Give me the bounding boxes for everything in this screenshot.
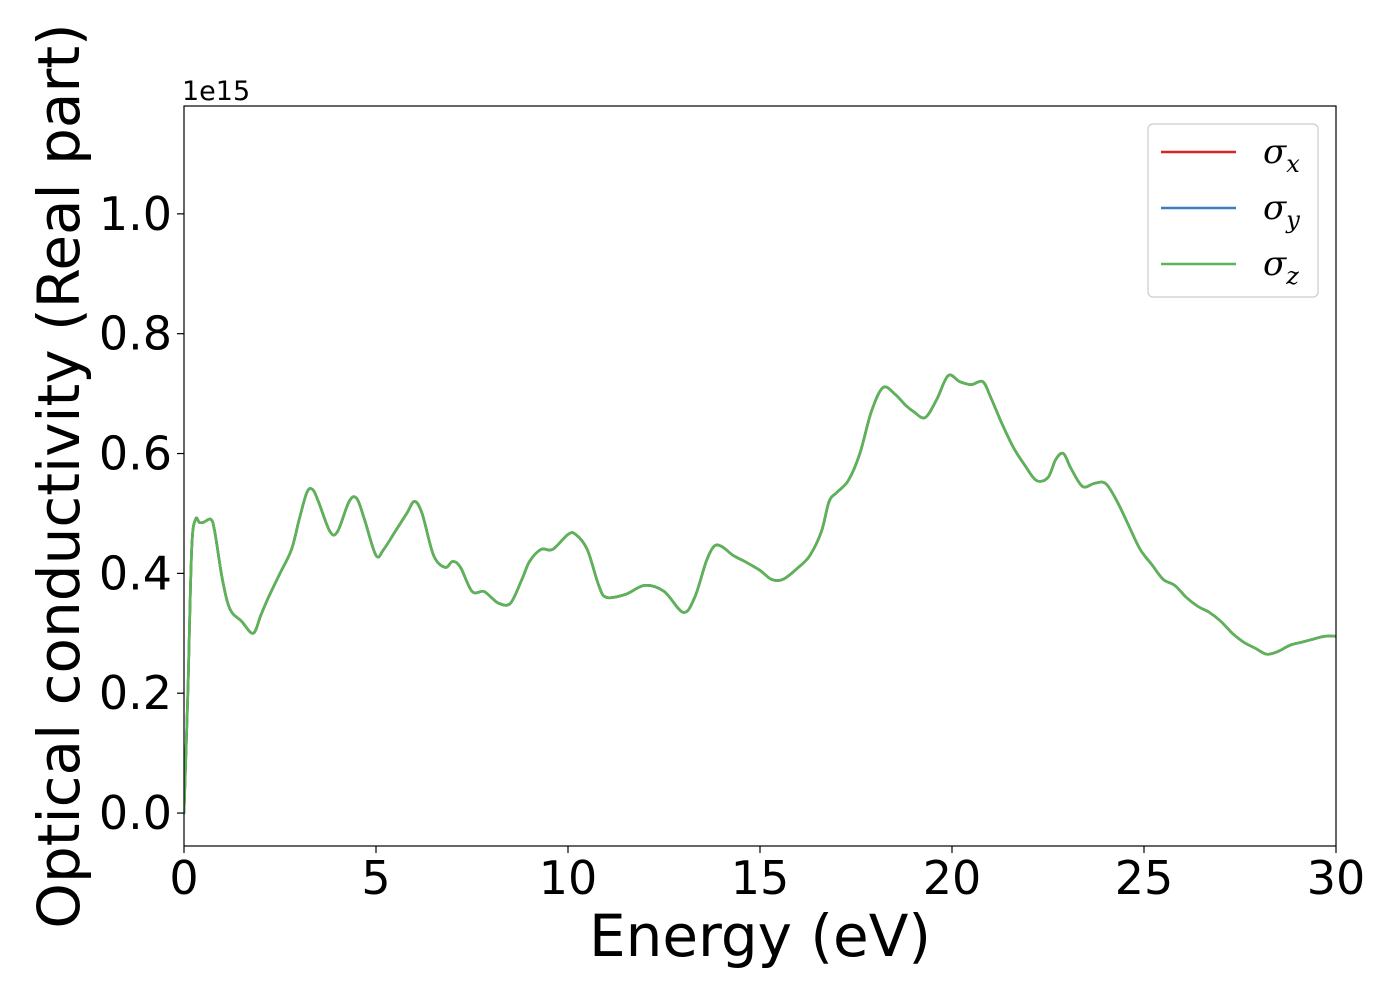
y-tick-label: 0.0 (99, 786, 172, 840)
y-offset-label: 1e15 (182, 76, 250, 107)
legend-box (1147, 123, 1319, 298)
plot-background (184, 106, 1336, 846)
x-tick-label: 25 (1115, 851, 1174, 905)
legend-label-z: σz (1263, 244, 1299, 290)
x-tick-label: 30 (1307, 851, 1366, 905)
y-axis-ticks: 0.0 0.2 0.4 0.6 0.8 1.0 (99, 187, 184, 840)
legend-label-base: σ (1263, 244, 1287, 284)
legend-label-y: σy (1263, 188, 1300, 234)
legend-label-base: σ (1263, 132, 1287, 172)
x-tick-label: 10 (539, 851, 598, 905)
plot-area (183, 105, 1337, 847)
x-tick-label: 15 (731, 851, 790, 905)
y-tick-label: 0.2 (99, 666, 172, 720)
series-group (184, 373, 1336, 815)
y-tick-label: 0.4 (99, 546, 172, 600)
y-tick-label: 0.6 (99, 427, 172, 481)
series-line-z (184, 373, 1336, 815)
x-tick-label: 20 (923, 851, 982, 905)
legend-label-base: σ (1263, 188, 1287, 228)
legend-label-subscript: x (1286, 150, 1300, 178)
y-tick-label: 1.0 (99, 187, 172, 241)
x-axis-ticks: 0 5 10 15 20 25 30 (169, 846, 1365, 905)
x-tick-label: 0 (169, 851, 198, 905)
x-tick-label: 5 (361, 851, 390, 905)
legend-label-x: σx (1263, 132, 1300, 178)
x-axis-title: Energy (eV) (589, 902, 931, 970)
legend-label-subscript: y (1285, 206, 1300, 234)
y-axis-title: Optical conductivity (Real part) (25, 23, 93, 928)
y-tick-label: 0.8 (99, 307, 172, 361)
legend-label-subscript: z (1285, 262, 1299, 290)
